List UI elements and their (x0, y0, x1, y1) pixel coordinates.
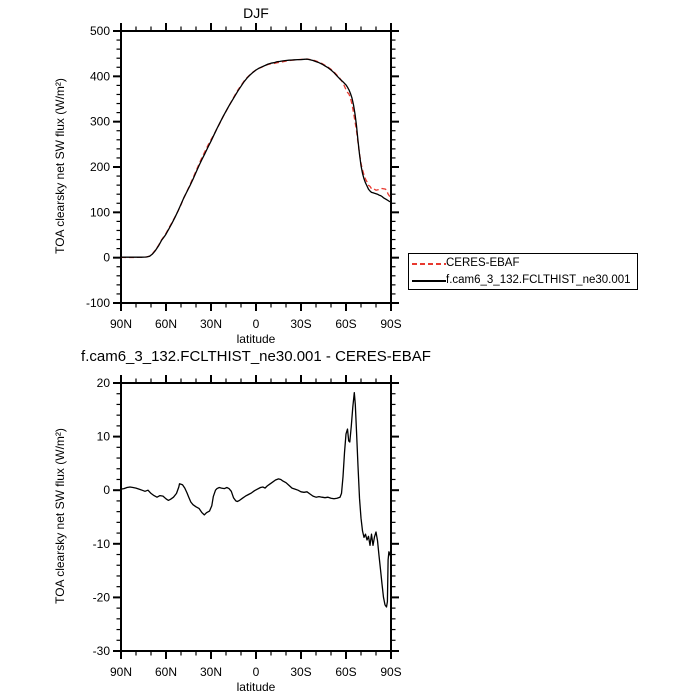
bottom-panel-ytick-label: 10 (97, 430, 111, 444)
top-panel-ytick-label: -100 (86, 296, 110, 310)
top-panel-title: DJF (243, 5, 269, 21)
top-panel-xlabel: latitude (236, 332, 276, 346)
bottom-panel-title: f.cam6_3_132.FCLTHIST_ne30.001 - CERES-E… (81, 348, 431, 365)
legend-label-model: f.cam6_3_132.FCLTHIST_ne30.001 (446, 274, 631, 286)
top-panel-ytick-label: 400 (90, 69, 110, 83)
bottom-panel-xtick-label: 60S (335, 665, 356, 679)
top-panel-xtick-label: 60N (155, 317, 177, 331)
top-panel-frame (120, 30, 392, 304)
bottom-panel-ytick-label: 0 (103, 483, 110, 497)
bottom-panel-ytick-label: -30 (93, 644, 111, 658)
legend-row-model: f.cam6_3_132.FCLTHIST_ne30.001 (412, 272, 637, 289)
top-panel: 90N 60N 30N 0 30S 60S 90S 500 400 300 200 100 0 -100 (86, 23, 402, 331)
bottom-panel-ticks (113, 375, 399, 659)
legend: CERES-EBAF f.cam6_3_132.FCLTHIST_ne30.00… (408, 253, 638, 290)
top-panel-ticks (113, 23, 399, 311)
bottom-panel-xtick-label: 30N (200, 665, 222, 679)
bottom-panel-xtick-label: 90S (380, 665, 401, 679)
bottom-panel-ytick-label: -20 (93, 590, 111, 604)
legend-label-ceres: CERES-EBAF (446, 257, 520, 269)
series-f-cam6-3-132-fclthist-ne30-001-ceres-ebaf (120, 391, 392, 608)
bottom-panel-xlabel: latitude (236, 680, 276, 694)
series-f-cam6-3-132-fclthist-ne30-001 (121, 58, 392, 258)
bottom-panel: 90N 60N 30N 0 30S 60S 90S 20 10 0 -10 -20 -30 (93, 375, 402, 679)
top-panel-ytick-label: 500 (90, 24, 110, 38)
top-panel-xtick-label: 90N (110, 317, 132, 331)
top-panel-ytick-label: 200 (90, 160, 110, 174)
bottom-panel-frame (120, 382, 392, 652)
legend-row-ceres: CERES-EBAF (412, 255, 637, 272)
bottom-panel-xtick-label: 90N (110, 665, 132, 679)
top-panel-ytick-label: 300 (90, 115, 110, 129)
legend-dashed-line-sample (412, 262, 446, 265)
top-panel-tick-labels: 90N 60N 30N 0 30S 60S 90S 500 400 300 200 100 0 -100 (86, 24, 402, 331)
top-panel-xtick-label: 30S (290, 317, 311, 331)
bottom-panel-ytick-label: 20 (97, 376, 111, 390)
legend-solid-line-sample (412, 279, 446, 282)
top-panel-ylabel: TOA clearsky net SW flux (W/m²) (53, 78, 67, 254)
top-panel-ytick-label: 0 (103, 251, 110, 265)
top-panel-xtick-label: 60S (335, 317, 356, 331)
bottom-panel-ylabel: TOA clearsky net SW flux (W/m²) (53, 428, 67, 604)
series-ceres-ebaf (120, 58, 392, 259)
top-panel-xtick-label: 30N (200, 317, 222, 331)
bottom-panel-ytick-label: -10 (93, 537, 111, 551)
top-panel-xtick-label: 0 (253, 317, 260, 331)
top-panel-xtick-label: 90S (380, 317, 401, 331)
bottom-panel-xtick-label: 30S (290, 665, 311, 679)
top-panel-ytick-label: 100 (90, 205, 110, 219)
bottom-panel-xtick-label: 60N (155, 665, 177, 679)
bottom-panel-xtick-label: 0 (253, 665, 260, 679)
bottom-panel-tick-labels: 90N 60N 30N 0 30S 60S 90S 20 10 0 -10 -20 -30 (93, 376, 402, 679)
